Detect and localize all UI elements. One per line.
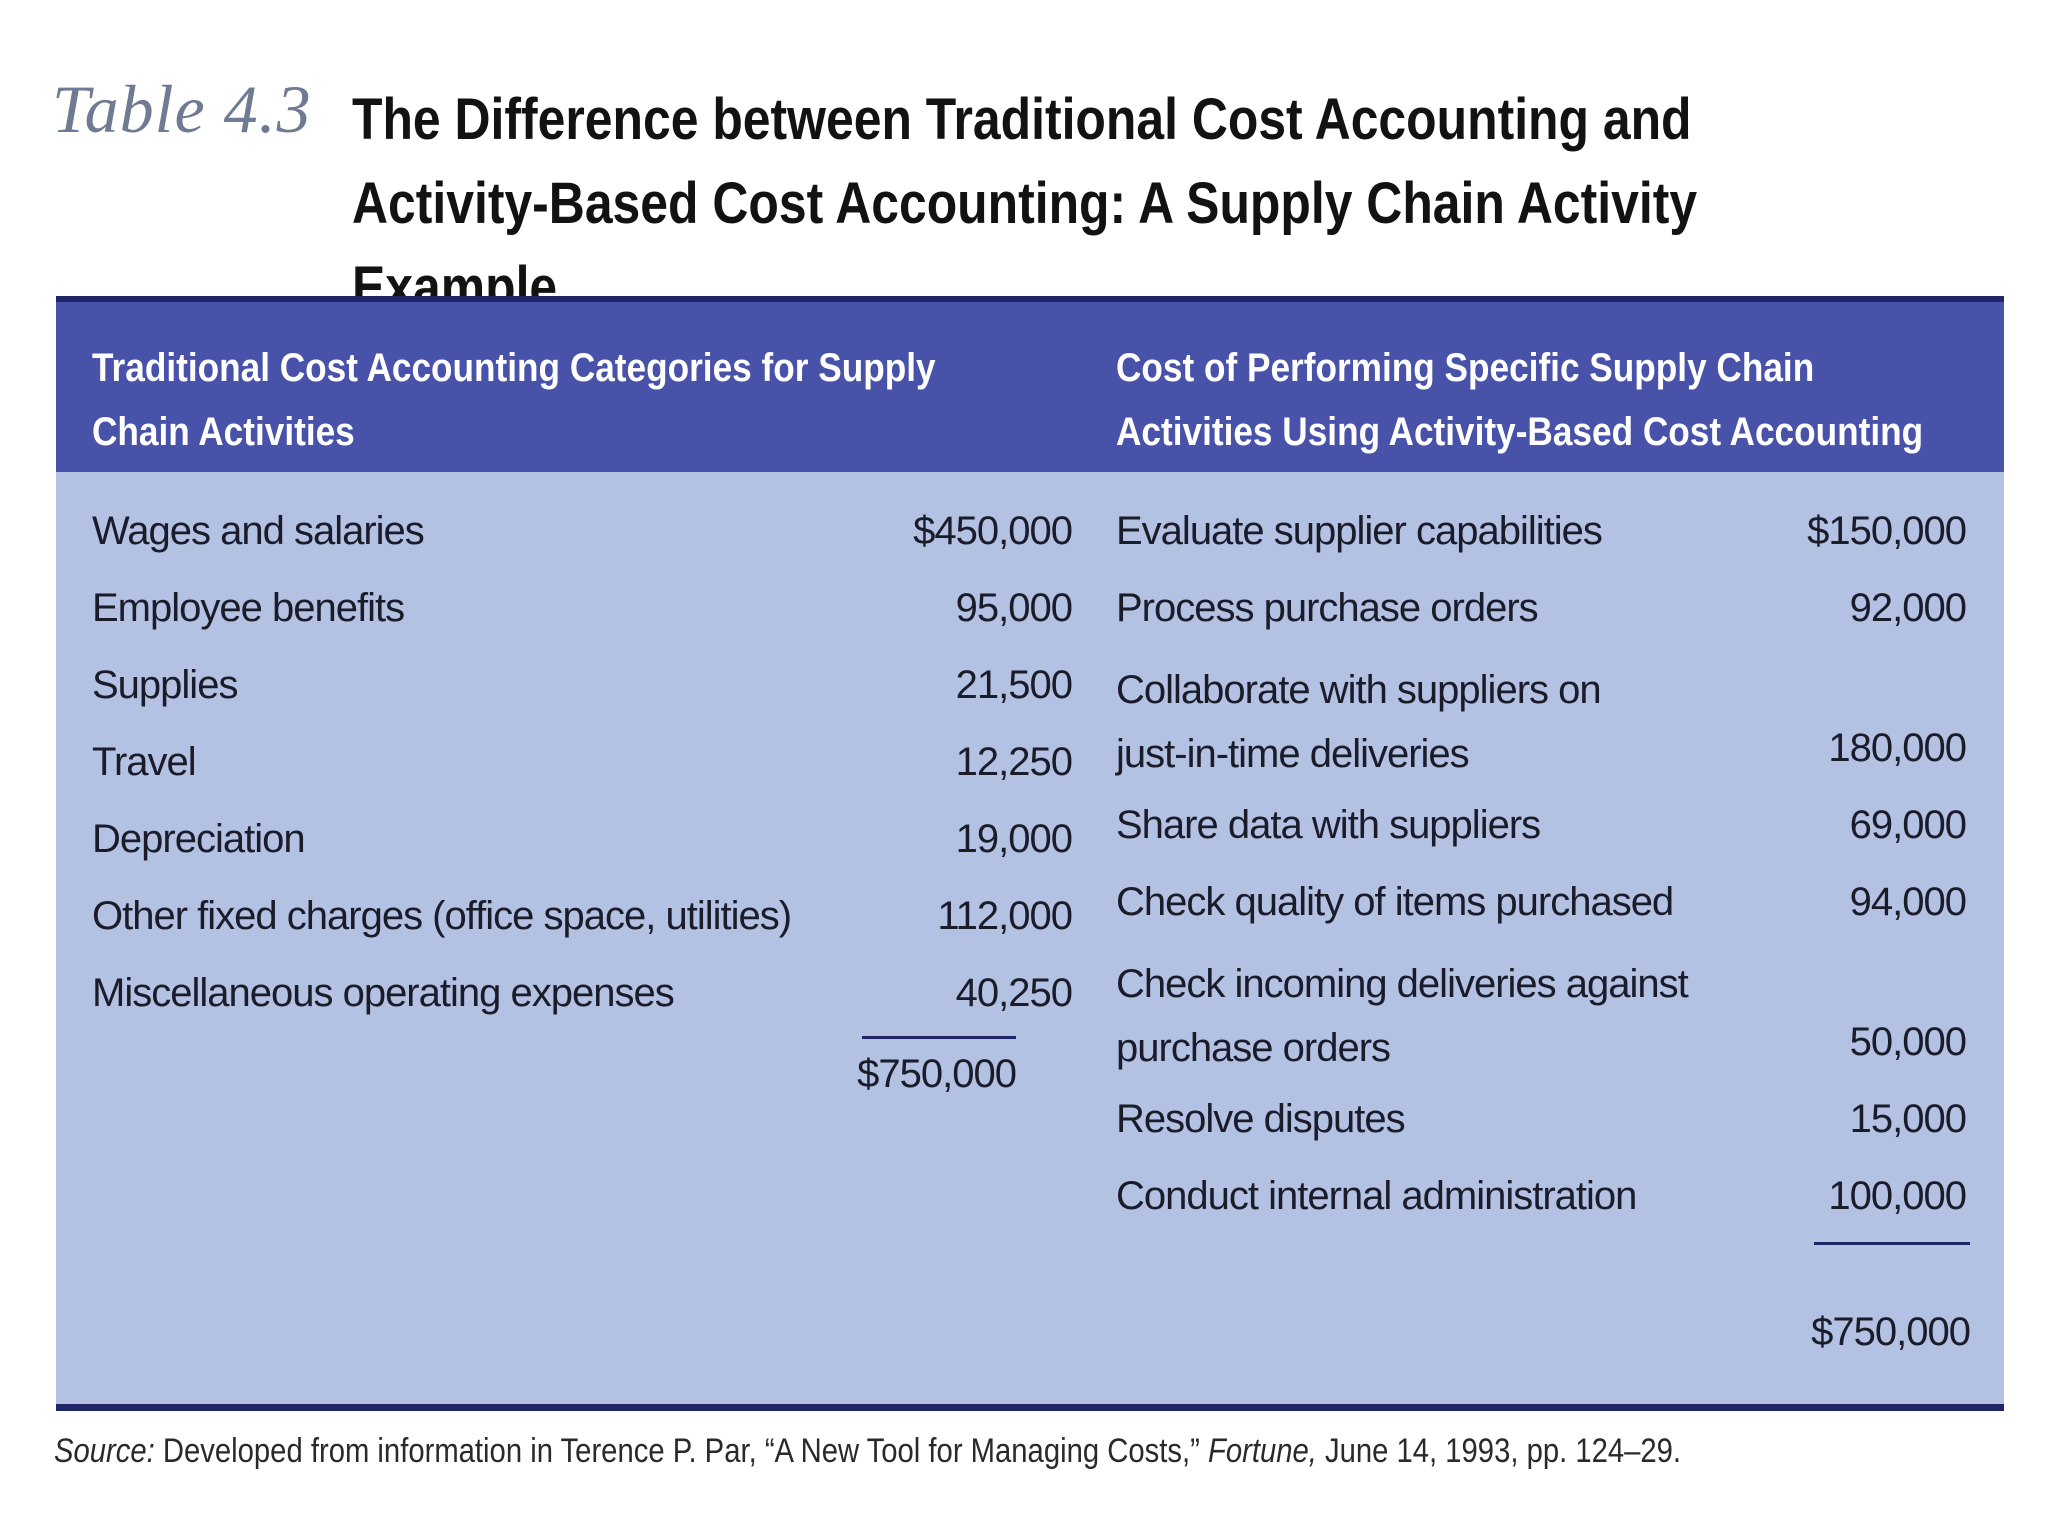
table-title: The Difference between Traditional Cost … [352,87,1698,320]
source-text-after: June 14, 1993, pp. 124–29. [1316,1432,1682,1470]
table-row: Process purchase orders 92,000 [1116,569,1967,646]
row-label: Miscellaneous operating expenses [92,970,675,1015]
row-label: Depreciation [92,816,306,861]
row-value: 21,500 [955,662,1073,707]
row-value: 69,000 [1849,802,1967,847]
table-row: Miscellaneous operating expenses 40,250 [92,954,1073,1031]
row-value: 50,000 [1849,1020,1967,1064]
header-traditional-categories: Traditional Cost Accounting Categories f… [92,346,936,454]
row-label: Resolve disputes [1116,1096,1406,1141]
source-publication: Fortune, [1207,1432,1317,1470]
row-label: Check incoming deliveries against purcha… [1116,962,1689,1070]
row-label: Travel [92,739,197,784]
source-text-before: Developed from information in Terence P.… [154,1432,1208,1470]
row-label: Check quality of items purchased [1116,879,1674,924]
table-row: Other fixed charges (office space, utili… [92,877,1073,954]
table-row: Collaborate with suppliers on just-in-ti… [1116,646,1967,786]
row-value: 112,000 [937,893,1073,938]
row-value: 94,000 [1849,879,1967,924]
left-total-divider [862,1036,1016,1039]
right-total-divider [1814,1242,1970,1245]
row-label: Evaluate supplier capabilities [1116,508,1603,553]
table-header-row: Traditional Cost Accounting Categories f… [56,302,2004,472]
row-value: $150,000 [1807,508,1967,553]
cost-comparison-table: Traditional Cost Accounting Categories f… [56,296,2004,1411]
table-row: Wages and salaries $450,000 [92,492,1073,569]
table-row: Travel 12,250 [92,723,1073,800]
row-value: 92,000 [1849,585,1967,630]
row-value: 100,000 [1828,1173,1967,1218]
table-row: Resolve disputes 15,000 [1116,1080,1967,1157]
row-label: Conduct internal administration [1116,1173,1637,1218]
table-number-label: Table 4.3 [52,71,312,147]
table-row: Check quality of items purchased 94,000 [1116,863,1967,940]
table-row: Share data with suppliers 69,000 [1116,786,1967,863]
table-row: Check incoming deliveries against purcha… [1116,940,1967,1080]
source-note: Source: Developed from information in Te… [54,1432,1740,1471]
row-label: Other fixed charges (office space, utili… [92,893,792,938]
row-label: Process purchase orders [1116,585,1539,630]
row-label: Collaborate with suppliers on just-in-ti… [1116,668,1602,776]
row-value: $450,000 [913,508,1073,553]
row-value: 95,000 [955,585,1073,630]
right-total-value: $750,000 [1811,1310,1971,1354]
table-row: Conduct internal administration 100,000 [1116,1157,1967,1234]
row-value: 19,000 [955,816,1073,861]
table-row: Employee benefits 95,000 [92,569,1073,646]
row-value: 180,000 [1828,726,1967,770]
row-value: 12,250 [955,739,1073,784]
row-label: Supplies [92,662,238,707]
left-total-value: $750,000 [857,1052,1017,1096]
activity-based-cost-column: Evaluate supplier capabilities $150,000 … [1116,492,1967,1234]
row-label: Share data with suppliers [1116,802,1541,847]
row-label: Employee benefits [92,585,405,630]
row-label: Wages and salaries [92,508,425,553]
table-row: Depreciation 19,000 [92,800,1073,877]
source-prefix: Source: [54,1432,155,1470]
table-row: Supplies 21,500 [92,646,1073,723]
table-row: Evaluate supplier capabilities $150,000 [1116,492,1967,569]
row-value: 15,000 [1849,1096,1967,1141]
header-activity-based-costs: Cost of Performing Specific Supply Chain… [1116,346,1924,454]
row-value: 40,250 [955,970,1073,1015]
traditional-cost-column: Wages and salaries $450,000 Employee ben… [92,492,1073,1031]
